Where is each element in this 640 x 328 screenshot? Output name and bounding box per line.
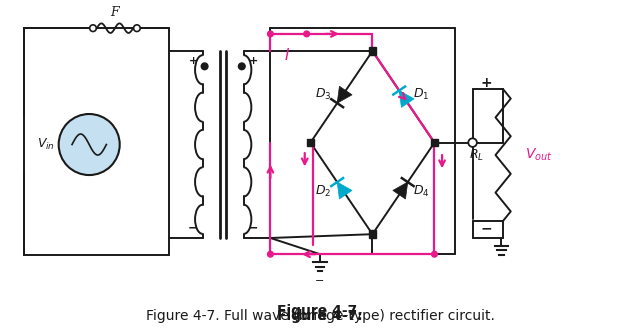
Polygon shape <box>337 182 352 199</box>
Bar <box>369 47 376 55</box>
Text: Figure 4-7.: Figure 4-7. <box>277 304 363 318</box>
Circle shape <box>134 25 140 31</box>
Circle shape <box>304 31 310 37</box>
Text: +: + <box>248 56 258 66</box>
Text: −: − <box>248 222 259 235</box>
Circle shape <box>268 31 273 37</box>
Polygon shape <box>337 86 352 103</box>
Bar <box>431 139 438 146</box>
Circle shape <box>431 251 437 257</box>
Text: −: − <box>316 276 324 286</box>
Text: Figure 4-7.: Figure 4-7. <box>277 309 363 323</box>
Circle shape <box>59 114 120 175</box>
Bar <box>369 230 376 238</box>
Circle shape <box>239 63 245 70</box>
Text: $V_{out}$: $V_{out}$ <box>525 147 553 163</box>
Circle shape <box>468 138 477 147</box>
Text: $D_4$: $D_4$ <box>413 184 430 199</box>
Circle shape <box>268 251 273 257</box>
Text: F: F <box>111 6 119 19</box>
Text: +: + <box>189 56 198 66</box>
Text: $D_1$: $D_1$ <box>413 87 430 102</box>
Polygon shape <box>393 182 408 199</box>
Text: $I$: $I$ <box>284 47 290 63</box>
Text: $D_3$: $D_3$ <box>316 87 332 102</box>
Text: −: − <box>480 221 492 236</box>
Text: Figure 4-7. Full wave (bridge-type) rectifier circuit.: Figure 4-7. Full wave (bridge-type) rect… <box>145 309 495 323</box>
Text: $R_L$: $R_L$ <box>469 148 484 163</box>
Text: $V_{in}$: $V_{in}$ <box>37 137 55 152</box>
Circle shape <box>90 25 97 31</box>
Bar <box>307 139 314 146</box>
Text: $D_2$: $D_2$ <box>316 184 332 199</box>
Polygon shape <box>399 91 414 108</box>
Text: +: + <box>480 76 492 91</box>
Circle shape <box>201 63 208 70</box>
Text: −: − <box>188 222 198 235</box>
